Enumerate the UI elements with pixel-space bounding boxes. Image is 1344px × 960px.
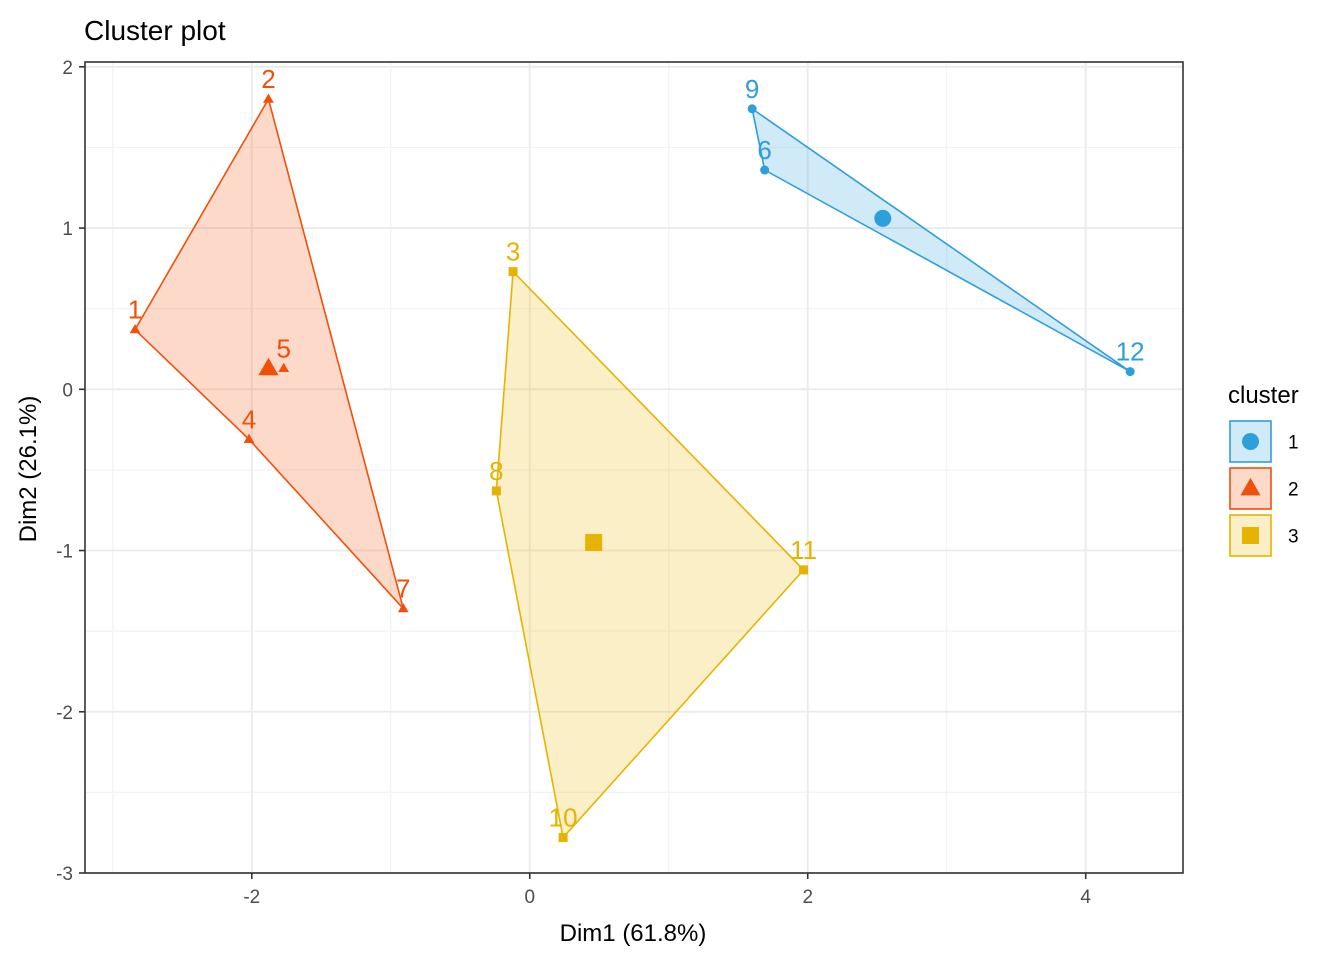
point-label-9: 9 xyxy=(745,74,759,104)
point-8 xyxy=(491,486,501,496)
point-label-11: 11 xyxy=(790,535,817,565)
cluster-3-centroid xyxy=(585,533,603,551)
legend-label-2: 2 xyxy=(1288,480,1299,501)
point-11 xyxy=(799,565,809,575)
point-3 xyxy=(508,267,518,277)
legend-label-3: 3 xyxy=(1288,527,1299,548)
point-label-6: 6 xyxy=(757,135,771,165)
point-2 xyxy=(263,93,274,103)
chart-title: Cluster plot xyxy=(84,15,226,46)
point-label-10: 10 xyxy=(549,803,578,833)
y-tick-label: -3 xyxy=(56,864,73,885)
point-label-8: 8 xyxy=(489,456,503,486)
point-label-5: 5 xyxy=(277,333,291,363)
plot-panel xyxy=(85,62,1183,873)
legend: cluster 1 2 3 xyxy=(1228,382,1299,557)
point-label-3: 3 xyxy=(506,237,520,267)
y-tick-label: -2 xyxy=(56,703,73,724)
point-label-1: 1 xyxy=(128,295,142,325)
legend-symbol-2 xyxy=(1240,477,1261,496)
point-7 xyxy=(397,602,409,613)
point-label-4: 4 xyxy=(242,404,256,434)
legend-symbol-3 xyxy=(1242,527,1259,544)
cluster-1-hull xyxy=(750,106,1131,373)
point-label-12: 12 xyxy=(1116,337,1145,367)
y-tick-label: 0 xyxy=(62,380,73,401)
point-1 xyxy=(129,324,141,334)
legend-title: cluster xyxy=(1228,382,1299,409)
cluster-points: 9 6 12 2 1 5 4 7 3 8 11 10 xyxy=(128,64,1145,843)
point-label-7: 7 xyxy=(396,574,410,604)
axes: -2 0 2 4 -3 -2 -1 0 1 2 xyxy=(56,58,1091,908)
point-4 xyxy=(243,433,255,443)
cluster-hulls xyxy=(134,97,1131,840)
plot-border xyxy=(84,61,1184,874)
y-tick-label: 2 xyxy=(62,58,73,79)
point-10 xyxy=(558,833,568,843)
x-tick-label: -2 xyxy=(243,887,260,908)
point-5 xyxy=(278,362,290,372)
point-9 xyxy=(747,104,757,114)
point-6 xyxy=(760,165,770,175)
legend-label-1: 1 xyxy=(1288,433,1299,454)
point-label-2: 2 xyxy=(261,64,275,94)
point-12 xyxy=(1125,367,1135,377)
x-tick-label: 4 xyxy=(1080,887,1091,908)
cluster-2-centroid xyxy=(258,357,279,376)
legend-symbol-1 xyxy=(1242,433,1259,450)
y-tick-label: -1 xyxy=(56,542,73,563)
x-axis-label: Dim1 (61.8%) xyxy=(560,920,707,947)
y-axis-label: Dim2 (26.1%) xyxy=(15,396,42,543)
cluster-1-centroid xyxy=(874,209,892,227)
x-tick-label: 0 xyxy=(524,887,535,908)
y-tick-label: 1 xyxy=(62,219,73,240)
x-tick-label: 2 xyxy=(802,887,813,908)
